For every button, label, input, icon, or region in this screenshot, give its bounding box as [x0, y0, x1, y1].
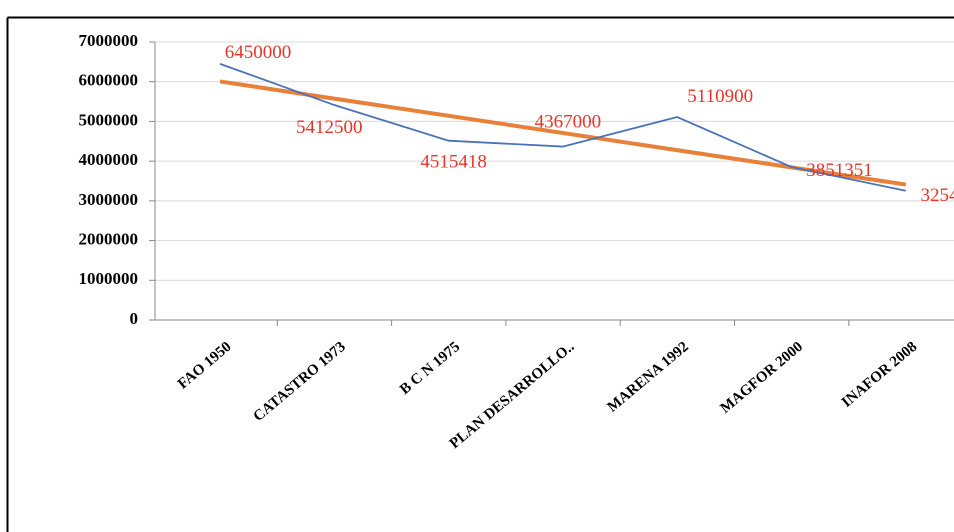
data-label: 4367000 [535, 112, 602, 133]
y-tick-label: 2000000 [79, 229, 139, 248]
y-tick-label: 6000000 [79, 71, 139, 90]
data-label: 3254145 [921, 185, 954, 206]
data-label: 5412500 [296, 117, 363, 138]
y-tick-label: 4000000 [79, 150, 139, 169]
data-label: 4515418 [420, 152, 487, 173]
y-tick-label: 0 [130, 309, 139, 328]
y-tick-label: 1000000 [79, 269, 139, 288]
data-label: 3851351 [806, 160, 873, 181]
y-tick-label: 5000000 [79, 110, 139, 129]
line [219, 62, 906, 192]
y-tick-label: 7000000 [79, 31, 139, 50]
data-label: 5110900 [687, 86, 753, 107]
data-label: 6450000 [225, 42, 292, 63]
y-tick-label: 3000000 [79, 190, 139, 209]
